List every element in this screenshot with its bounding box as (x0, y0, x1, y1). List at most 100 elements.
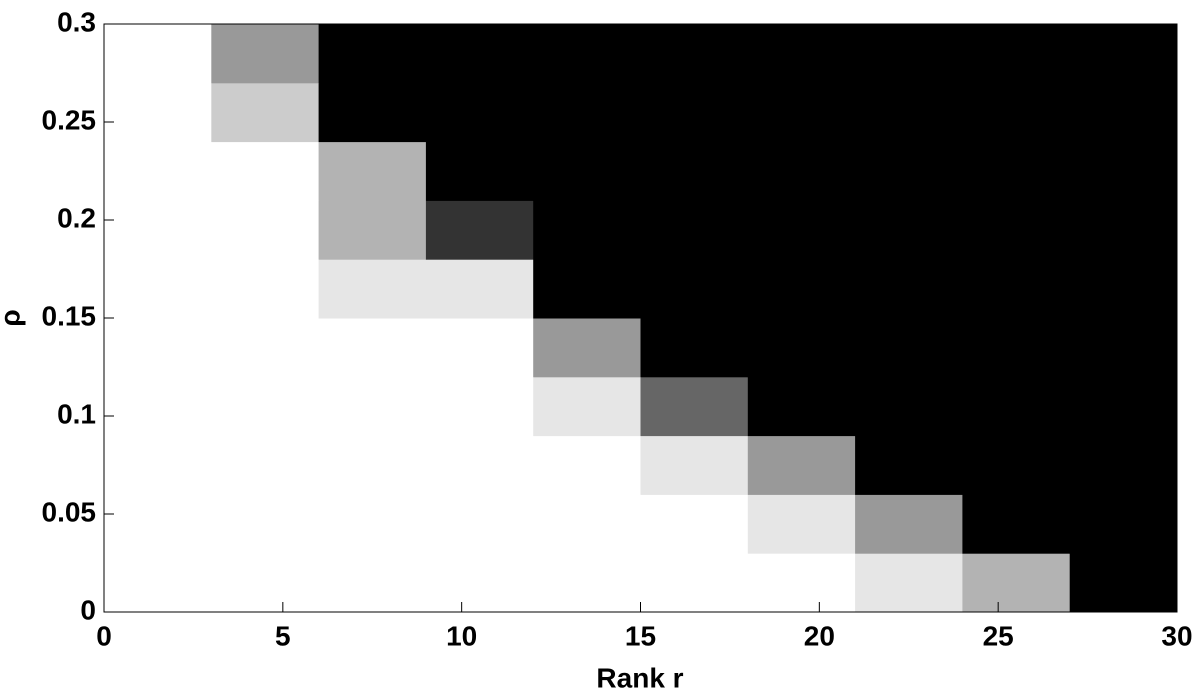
heatmap-cell (1069, 82, 1178, 143)
heatmap-cell (425, 376, 534, 437)
heatmap-cell (425, 553, 534, 613)
heatmap-cell (318, 318, 427, 378)
y-tick-label: 0.2 (57, 202, 96, 233)
heatmap-cell (855, 435, 963, 495)
y-tick-label: 0.05 (42, 496, 97, 527)
heatmap-cell (425, 259, 534, 319)
heatmap-cell (104, 376, 212, 437)
heatmap-cell (747, 553, 856, 613)
heatmap-cell (962, 494, 1071, 554)
heatmap-cell (211, 200, 320, 260)
heatmap-cell (425, 141, 534, 201)
y-tick-label: 0.25 (42, 104, 97, 135)
heatmap-cell (533, 259, 641, 319)
heatmap-cell (855, 141, 963, 201)
y-tick-label: 0.3 (57, 6, 96, 37)
y-tick-label: 0.15 (42, 300, 97, 331)
heatmap-cell (533, 200, 641, 260)
heatmap-cell (747, 141, 856, 201)
heatmap-cell (318, 141, 427, 201)
heatmap-cell (318, 376, 427, 437)
heatmap-cell (855, 200, 963, 260)
heatmap-cell (425, 24, 534, 84)
heatmap-cell (533, 435, 641, 495)
heatmap-cell (747, 494, 856, 554)
heatmap-cell (640, 141, 749, 201)
heatmap-cell (962, 553, 1071, 613)
heatmap-cell (962, 435, 1071, 495)
heatmap-cell (1069, 24, 1178, 84)
heatmap-cell (104, 200, 212, 260)
heatmap-cell (318, 24, 427, 84)
heatmap-cell (104, 141, 212, 201)
heatmap-cell (318, 553, 427, 613)
x-axis-label: Rank r (596, 662, 683, 693)
heatmap-cell (855, 24, 963, 84)
heatmap-cell (318, 259, 427, 319)
heatmap-cell (855, 259, 963, 319)
heatmap-cell (747, 376, 856, 437)
heatmap-cell (425, 494, 534, 554)
heatmap-cell (1069, 376, 1178, 437)
heatmap-cell (1069, 494, 1178, 554)
heatmap-cell (747, 259, 856, 319)
heatmap-cell (533, 141, 641, 201)
heatmap-cell (855, 553, 963, 613)
heatmap-cell (640, 318, 749, 378)
heatmap-cell (104, 82, 212, 143)
heatmap-cell (211, 318, 320, 378)
heatmap-cell (425, 200, 534, 260)
heatmap-cell (104, 494, 212, 554)
heatmap-cell (318, 435, 427, 495)
heatmap-cell (855, 376, 963, 437)
x-tick-label: 10 (446, 620, 477, 651)
x-tick-label: 30 (1161, 620, 1192, 651)
y-axis-label: ρ (0, 309, 25, 326)
heatmap-cell (104, 259, 212, 319)
heatmap-cell (104, 553, 212, 613)
heatmap-cell (1069, 435, 1178, 495)
heatmap-cell (318, 200, 427, 260)
heatmap-cell (962, 24, 1071, 84)
heatmap-cell (855, 318, 963, 378)
heatmap-cell (104, 435, 212, 495)
heatmap-cell (640, 200, 749, 260)
heatmap-cell (1069, 318, 1178, 378)
heatmap-cell (533, 376, 641, 437)
heatmap-cell (533, 82, 641, 143)
heatmap-cell (747, 435, 856, 495)
heatmap-cell (962, 259, 1071, 319)
heatmap-cell (425, 318, 534, 378)
heatmap-cell (211, 141, 320, 201)
heatmap-cell (640, 494, 749, 554)
heatmap-cell (104, 318, 212, 378)
heatmap-cell (211, 259, 320, 319)
heatmap-cell (747, 200, 856, 260)
heatmap-cell (1069, 200, 1178, 260)
heatmap-cell (640, 435, 749, 495)
heatmap-cell (533, 494, 641, 554)
heatmap-cell (318, 82, 427, 143)
y-tick-label: 0 (80, 594, 96, 625)
heatmap-cell (640, 376, 749, 437)
heatmap-cell (533, 553, 641, 613)
heatmap-cell (211, 24, 320, 84)
heatmap-cell (211, 82, 320, 143)
heatmap-cell (1069, 259, 1178, 319)
heatmap-cell (962, 318, 1071, 378)
heatmap-cell (747, 82, 856, 143)
x-tick-label: 15 (625, 620, 656, 651)
heatmap-cell (211, 435, 320, 495)
heatmap-cell (425, 82, 534, 143)
heatmap-cell (962, 82, 1071, 143)
heatmap-cell (855, 82, 963, 143)
heatmap-cell (533, 318, 641, 378)
heatmap-cell (640, 24, 749, 84)
heatmap-cell (211, 376, 320, 437)
x-tick-label: 5 (275, 620, 291, 651)
heatmap-cell (1069, 141, 1178, 201)
heatmap-cell (104, 24, 212, 84)
heatmap-cell (747, 318, 856, 378)
heatmap-cell (425, 435, 534, 495)
